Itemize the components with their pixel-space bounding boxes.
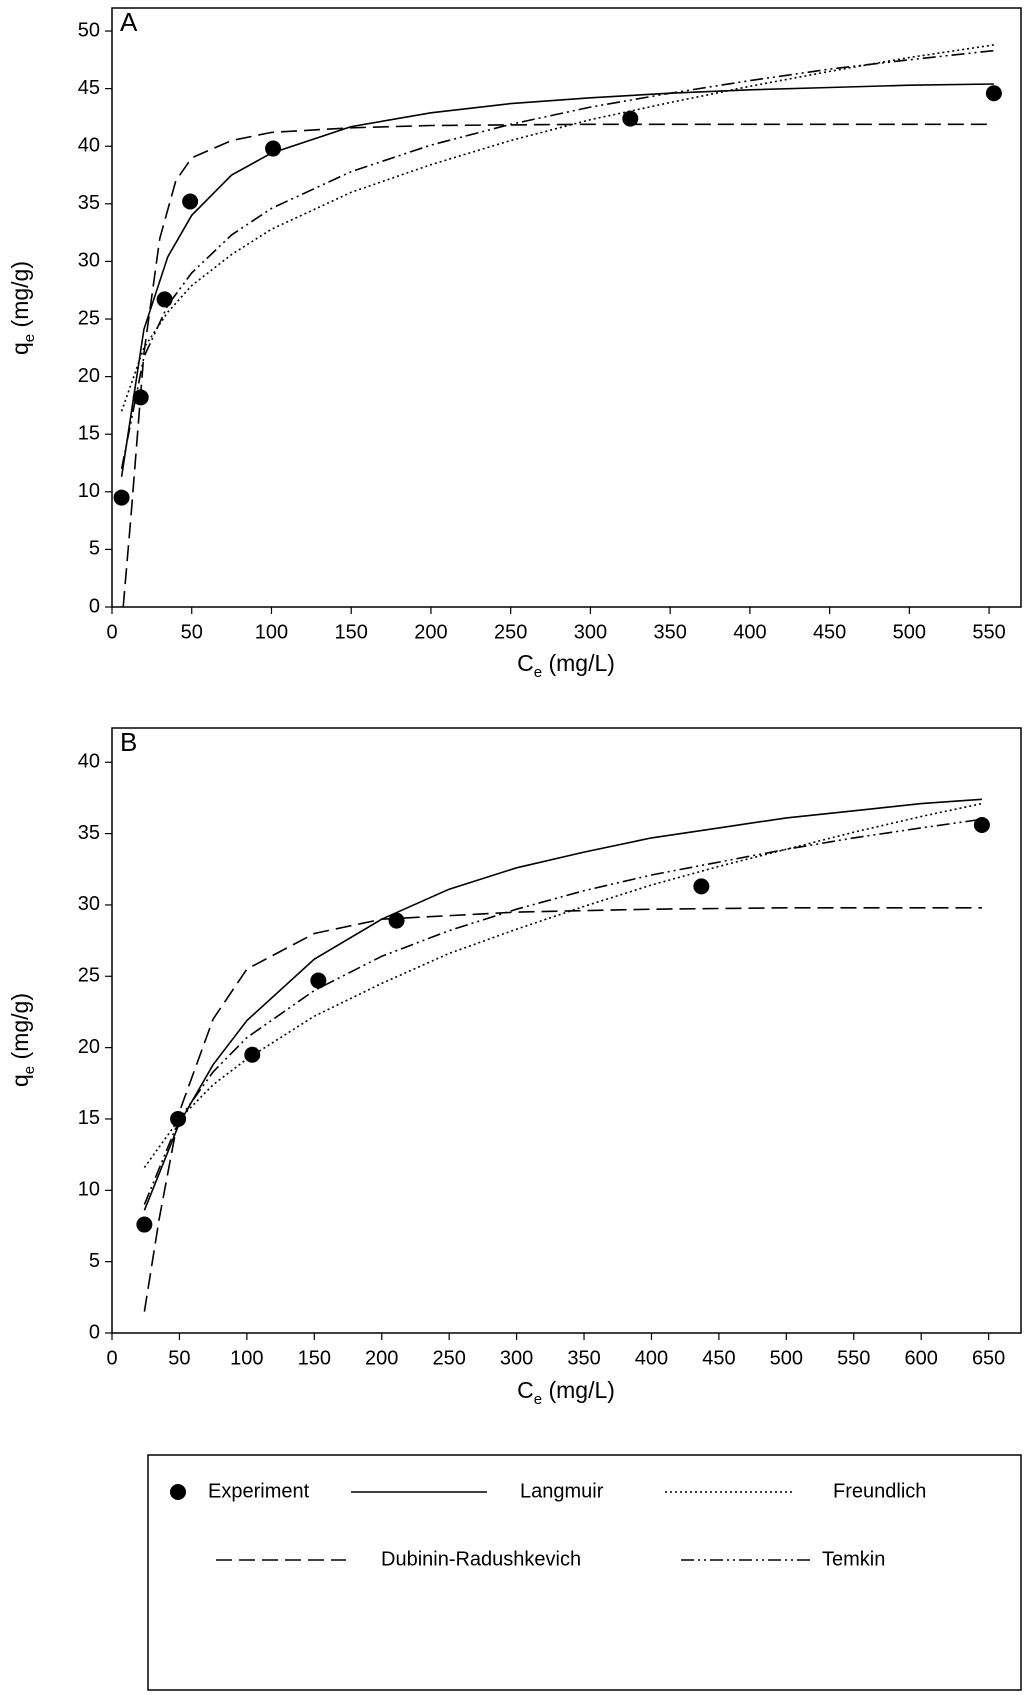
x-tick-label: 50 xyxy=(168,1347,190,1369)
fit-line xyxy=(120,49,994,469)
legend-label: Freundlich xyxy=(833,1480,926,1502)
fit-line xyxy=(143,798,982,1211)
x-axis-label: Ce (mg/L) xyxy=(517,1377,615,1408)
x-tick-label: 400 xyxy=(635,1347,668,1369)
plot-frame xyxy=(111,7,1022,608)
x-axis-label-part: e xyxy=(534,664,542,681)
data-point xyxy=(265,140,282,157)
legend-label: Experiment xyxy=(208,1480,310,1502)
y-tick-label: 30 xyxy=(78,250,100,272)
y-tick-label: 10 xyxy=(78,1179,100,1201)
data-point xyxy=(136,1216,153,1233)
x-axis-label-part: e xyxy=(534,1391,542,1408)
data-point xyxy=(693,878,710,895)
data-point xyxy=(310,972,327,989)
y-axis-label: qe (mg/g) xyxy=(7,993,38,1087)
y-tick-label: 15 xyxy=(78,422,100,444)
x-tick-label: 150 xyxy=(298,1347,331,1369)
plot-frame xyxy=(111,727,1022,1334)
y-tick-label: 40 xyxy=(78,751,100,773)
panel-label: B xyxy=(120,727,137,757)
y-tick-label: 30 xyxy=(78,893,100,915)
y-tick-label: 50 xyxy=(78,19,100,41)
x-tick-label: 400 xyxy=(733,621,766,643)
panel-label: A xyxy=(120,7,138,37)
y-tick-label: 5 xyxy=(89,1250,100,1272)
y-tick-label: 25 xyxy=(78,965,100,987)
y-tick-label: 35 xyxy=(78,822,100,844)
x-tick-label: 300 xyxy=(500,1347,533,1369)
x-tick-label: 500 xyxy=(770,1347,803,1369)
x-tick-label: 550 xyxy=(972,621,1005,643)
fit-line xyxy=(143,802,983,1168)
data-point xyxy=(113,489,130,506)
x-tick-label: 50 xyxy=(181,621,203,643)
data-point xyxy=(388,912,405,929)
legend-box xyxy=(147,1454,1022,1691)
x-tick-label: 250 xyxy=(494,621,527,643)
data-point xyxy=(973,817,990,834)
data-point xyxy=(985,85,1002,102)
x-axis-label-part: (mg/L) xyxy=(542,1377,615,1403)
x-tick-label: 550 xyxy=(837,1347,870,1369)
x-tick-label: 0 xyxy=(106,621,117,643)
x-axis-label-part: C xyxy=(517,1377,534,1403)
y-axis-label-part: q xyxy=(7,1074,33,1087)
y-tick-label: 45 xyxy=(78,77,100,99)
y-tick-label: 0 xyxy=(89,1321,100,1343)
x-tick-label: 250 xyxy=(432,1347,465,1369)
x-tick-label: 200 xyxy=(414,621,447,643)
x-tick-label: 600 xyxy=(905,1347,938,1369)
y-axis-label-part: q xyxy=(7,342,33,355)
x-axis-label-part: C xyxy=(517,650,534,676)
x-tick-label: 350 xyxy=(653,621,686,643)
y-tick-label: 35 xyxy=(78,192,100,214)
x-tick-label: 450 xyxy=(702,1347,735,1369)
fit-line xyxy=(120,44,995,412)
y-axis-label: qe (mg/g) xyxy=(7,261,38,355)
y-tick-label: 0 xyxy=(89,595,100,617)
x-tick-label: 200 xyxy=(365,1347,398,1369)
x-tick-label: 300 xyxy=(574,621,607,643)
x-axis-label: Ce (mg/L) xyxy=(517,650,615,681)
legend-label: Langmuir xyxy=(520,1480,604,1502)
y-axis-label-part: (mg/g) xyxy=(7,261,33,334)
legend-label: Temkin xyxy=(822,1548,885,1570)
data-point xyxy=(622,110,639,127)
x-tick-label: 150 xyxy=(335,621,368,643)
y-tick-label: 10 xyxy=(78,480,100,502)
data-point xyxy=(156,291,173,308)
y-axis-label-part: (mg/g) xyxy=(7,993,33,1066)
legend-marker xyxy=(170,1484,186,1500)
x-tick-label: 100 xyxy=(230,1347,263,1369)
data-point xyxy=(244,1046,261,1063)
x-tick-label: 450 xyxy=(813,621,846,643)
y-tick-label: 5 xyxy=(89,538,100,560)
y-tick-label: 20 xyxy=(78,1036,100,1058)
x-tick-label: 500 xyxy=(893,621,926,643)
legend-label: Dubinin-Radushkevich xyxy=(381,1548,581,1570)
fit-line xyxy=(143,907,982,1312)
x-axis-label-part: (mg/L) xyxy=(542,650,615,676)
y-tick-label: 20 xyxy=(78,365,100,387)
x-tick-label: 650 xyxy=(972,1347,1005,1369)
y-tick-label: 15 xyxy=(78,1107,100,1129)
data-point xyxy=(182,193,199,210)
x-tick-label: 0 xyxy=(106,1347,117,1369)
y-axis-label-part: e xyxy=(21,1066,38,1074)
y-axis-label-part: e xyxy=(21,334,38,342)
fit-line xyxy=(122,123,994,608)
x-tick-label: 350 xyxy=(567,1347,600,1369)
y-tick-label: 40 xyxy=(78,135,100,157)
fit-line xyxy=(143,818,983,1205)
y-tick-label: 25 xyxy=(78,307,100,329)
fit-line xyxy=(120,83,994,477)
x-tick-label: 100 xyxy=(255,621,288,643)
